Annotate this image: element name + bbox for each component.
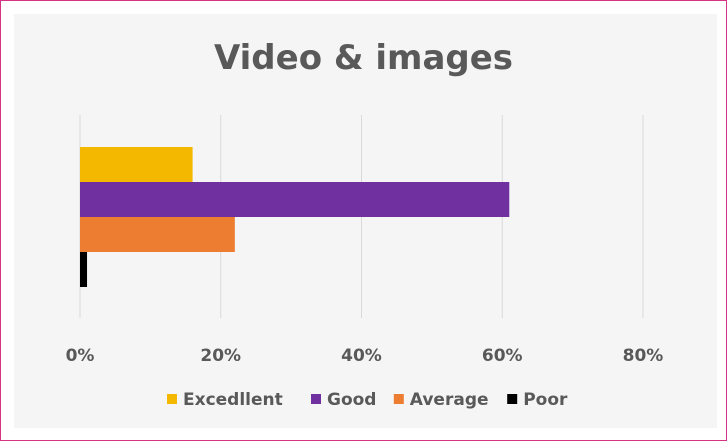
x-tick-label: 80% <box>623 346 664 366</box>
x-tick-label: 40% <box>341 346 382 366</box>
legend-label-good: Good <box>327 390 376 410</box>
legend-label-poor: Poor <box>523 390 568 410</box>
legend-swatch-poor <box>507 394 518 404</box>
bar-excedllent <box>80 147 193 182</box>
bar-poor <box>80 252 88 287</box>
legend-swatch-average <box>393 394 404 404</box>
bar-good <box>80 182 510 217</box>
bar-average <box>80 217 235 252</box>
x-tick-label: 20% <box>200 346 241 366</box>
legend-swatch-excedllent <box>167 394 177 404</box>
x-tick-label: 60% <box>482 346 523 366</box>
chart-title: Video & images <box>213 38 514 78</box>
legend-label-average: Average <box>410 390 489 410</box>
legend-swatch-good <box>311 394 321 404</box>
legend-label-excedllent: Excedllent <box>183 390 283 410</box>
x-tick-label: 0% <box>66 346 95 366</box>
